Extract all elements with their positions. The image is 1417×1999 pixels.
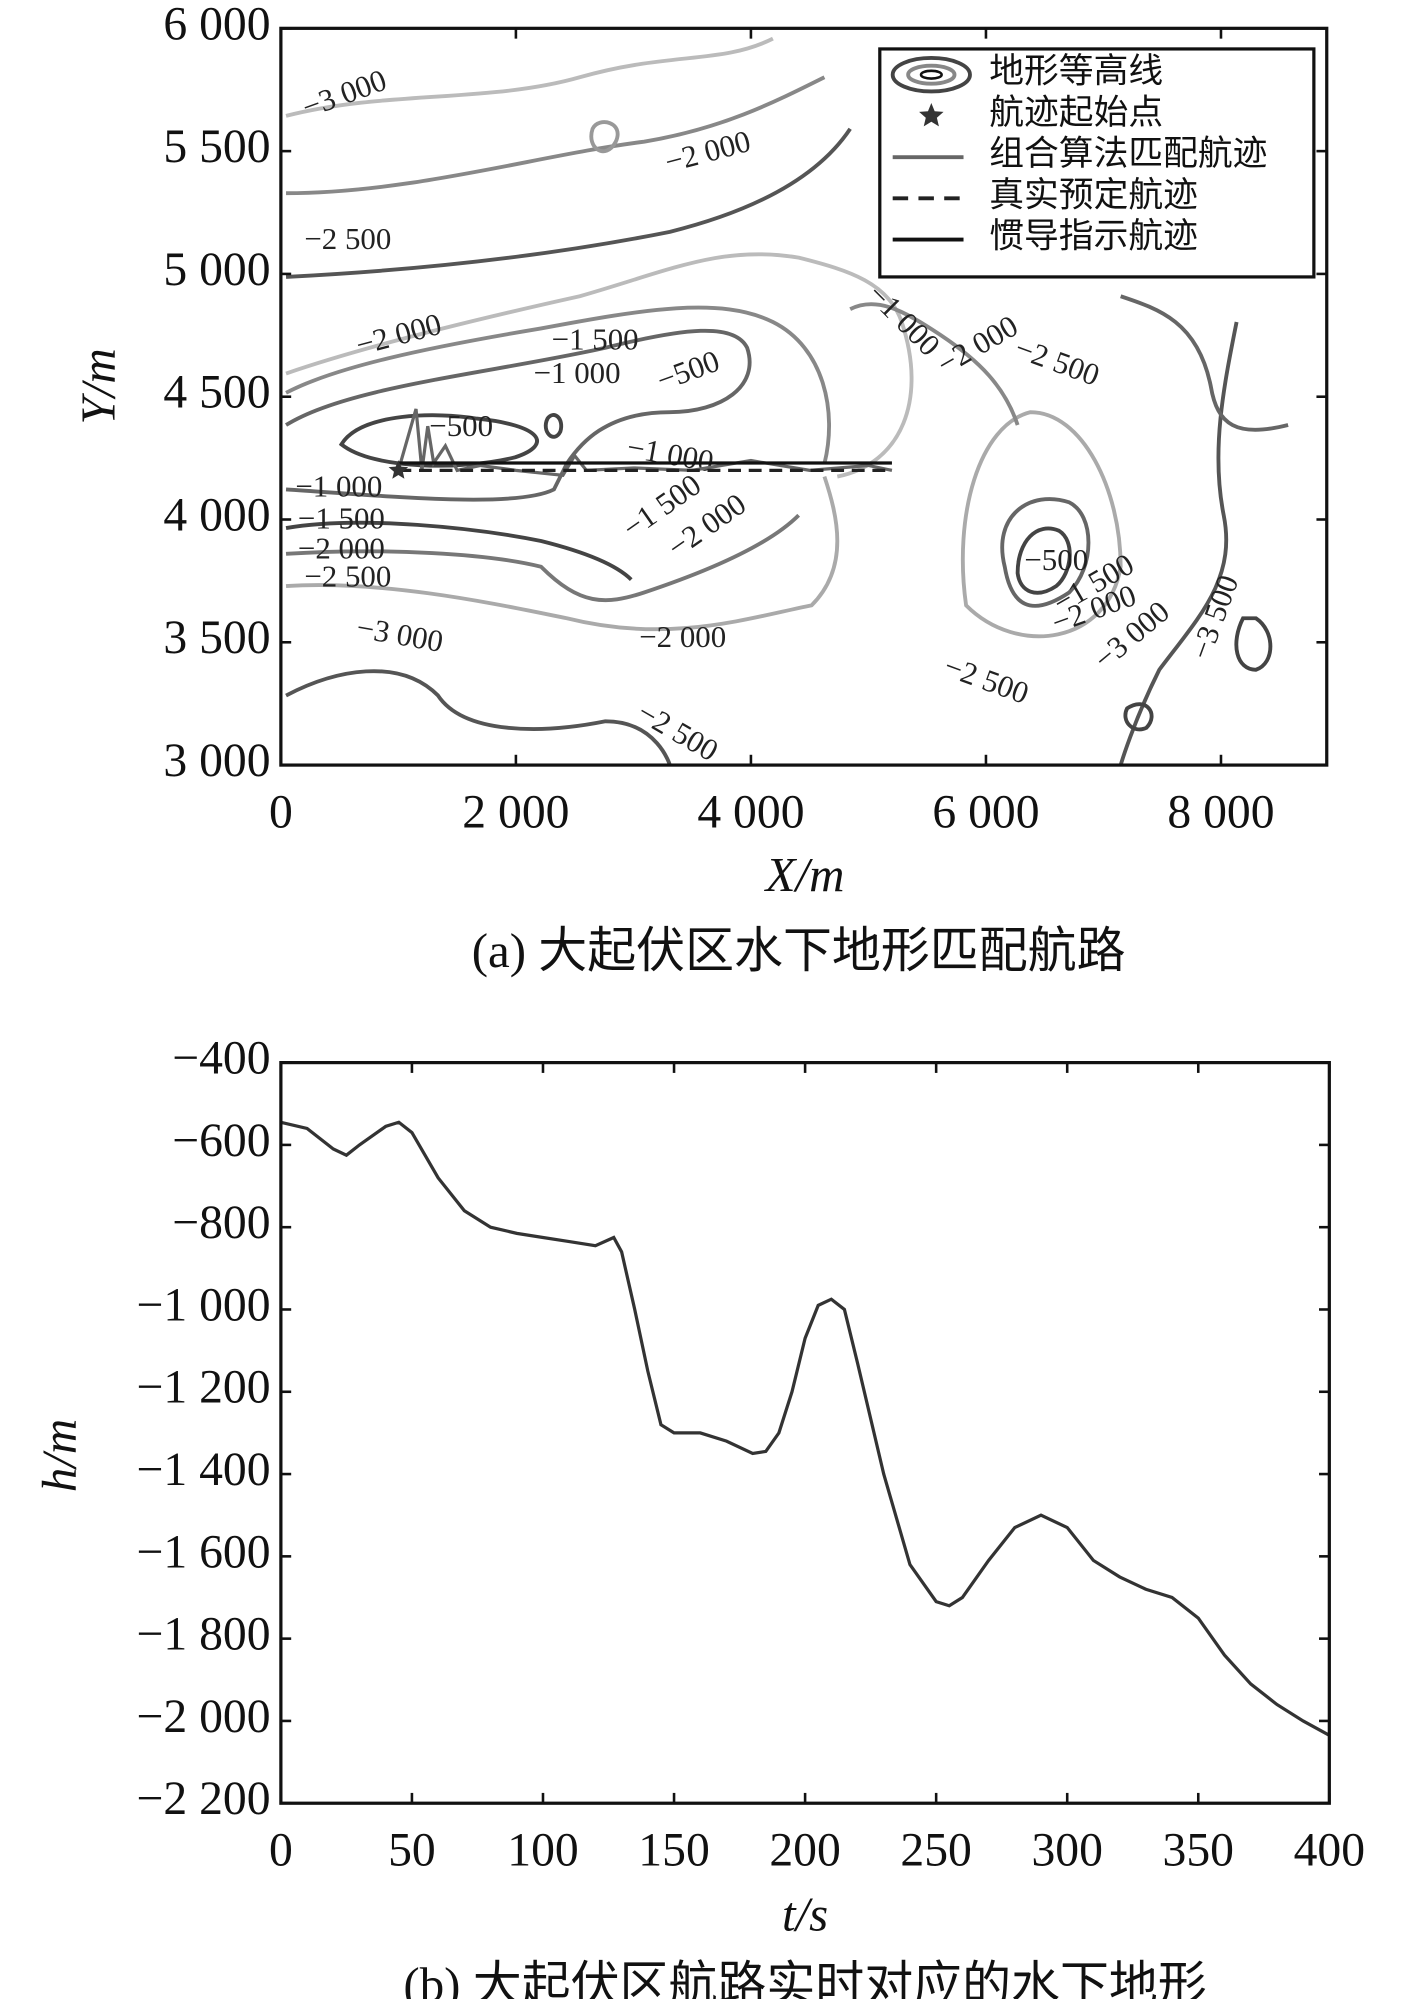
x-tick-label: 300 xyxy=(1031,1825,1102,1877)
contour-label: −1 500 xyxy=(552,322,639,357)
y-tick-label: 3 500 xyxy=(163,612,270,664)
y-tick-label: −1 000 xyxy=(137,1279,271,1331)
y-axis-label: Y/m xyxy=(70,348,125,424)
legend-symbol xyxy=(890,56,972,94)
x-tick-label: 100 xyxy=(507,1825,578,1877)
y-tick-label: 6 000 xyxy=(163,0,270,50)
y-tick-label: 3 000 xyxy=(163,735,270,787)
y-tick-label: −800 xyxy=(172,1197,270,1249)
contour-label: −2 500 xyxy=(940,648,1034,711)
contour-label: −2 500 xyxy=(304,221,391,256)
legend-label: 地形等高线 xyxy=(989,52,1163,91)
y-tick-label: 4 000 xyxy=(163,489,270,541)
x-axis-label: X/m xyxy=(764,847,845,902)
y-tick-label: −400 xyxy=(172,1033,270,1085)
contour-label: −3 000 xyxy=(354,609,446,659)
y-tick-label: −600 xyxy=(172,1115,270,1167)
x-tick-label: 4 000 xyxy=(697,787,804,839)
contour-label: −1 000 xyxy=(534,355,621,390)
legend-symbol xyxy=(919,69,943,80)
x-tick-label: 6 000 xyxy=(932,787,1039,839)
x-tick-label: 2 000 xyxy=(462,787,569,839)
plot-frame xyxy=(279,1061,1331,1805)
contour-label: −3 000 xyxy=(297,62,391,125)
contour-label: −2 000 xyxy=(639,619,726,654)
x-tick-label: 400 xyxy=(1294,1825,1365,1877)
y-tick-label: 5 000 xyxy=(163,244,270,296)
contour-label: −500 xyxy=(1024,542,1088,577)
x-tick-label: 8 000 xyxy=(1167,787,1274,839)
x-tick-label: 250 xyxy=(900,1825,971,1877)
y-tick-label: −1 200 xyxy=(137,1362,271,1414)
caption: (a) 大起伏区水下地形匹配航路 xyxy=(472,923,1126,978)
y-axis-label: h/m xyxy=(32,1419,87,1492)
y-tick-label: −2 000 xyxy=(137,1691,271,1743)
contour-label: −1 000 xyxy=(295,469,382,504)
x-tick-label: 0 xyxy=(269,787,293,839)
contour-lines xyxy=(285,36,1289,766)
start-point xyxy=(388,460,409,479)
y-tick-label: −1 600 xyxy=(137,1526,271,1578)
y-tick-label: −1 400 xyxy=(137,1444,271,1496)
legend-symbol xyxy=(906,63,957,86)
x-tick-label: 350 xyxy=(1163,1825,1234,1877)
y-tick-label: −1 800 xyxy=(137,1609,271,1661)
y-tick-label: −2 200 xyxy=(137,1773,271,1825)
x-tick-label: 150 xyxy=(638,1825,709,1877)
y-tick-label: 4 500 xyxy=(163,367,270,419)
data-line xyxy=(280,1120,1331,1737)
legend-label: 组合算法匹配航迹 xyxy=(989,134,1267,173)
legend-label: 真实预定航迹 xyxy=(989,175,1198,214)
legend-symbol xyxy=(919,103,944,127)
caption: (b) 大起伏区航路实时对应的水下地形 xyxy=(403,1957,1206,1999)
contour-label: −500 xyxy=(429,408,493,443)
contour-label: −2 500 xyxy=(632,694,725,768)
x-tick-label: 50 xyxy=(388,1825,436,1877)
x-axis-label: t/s xyxy=(782,1886,828,1941)
contour-label: −2 500 xyxy=(304,559,391,594)
x-tick-label: 0 xyxy=(269,1825,293,1877)
legend-label: 惯导指示航迹 xyxy=(989,217,1198,256)
contour-label: −2 000 xyxy=(931,308,1024,382)
legend-label: 航迹起始点 xyxy=(989,93,1163,132)
contour-label: −2 500 xyxy=(1011,330,1105,393)
contour-label: −2 000 xyxy=(661,123,754,179)
y-tick-label: 5 500 xyxy=(163,121,270,173)
contour-label: −1 500 xyxy=(298,501,385,536)
x-tick-label: 200 xyxy=(769,1825,840,1877)
contour-label: −2 000 xyxy=(298,530,385,565)
contour-label: −500 xyxy=(652,343,724,398)
